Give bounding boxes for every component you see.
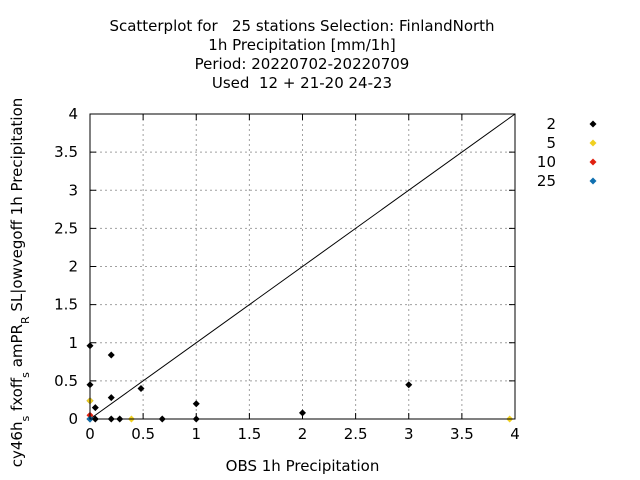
x-tick-label: 3.5 <box>450 425 474 443</box>
x-tick-label: 1 <box>191 425 201 443</box>
legend-marker <box>589 139 597 147</box>
data-point <box>405 381 413 389</box>
chart-title-line-4: Used 12 + 21-20 24-23 <box>211 74 393 92</box>
legend-label: 25 <box>537 172 556 190</box>
legend-marker <box>589 120 597 128</box>
axis-ticks: 0 0.5 1 1.5 2 2.5 3 3.5 4 0 0.5 1 1.5 2 2.5 3 3.5 4 <box>54 105 520 443</box>
data-point <box>91 404 99 412</box>
chart-title-line-2: 1h Precipitation [mm/1h] <box>208 36 396 54</box>
y-axis-label: cy46hs fxoffs amPRR SL|owvegoff 1h Preci… <box>8 98 32 468</box>
legend-marker <box>589 177 597 185</box>
data-point <box>299 409 306 417</box>
legend-label: 5 <box>546 134 556 152</box>
diagonal-line-group <box>89 113 516 420</box>
x-tick-label: 2 <box>298 425 308 443</box>
diagonal-line <box>89 113 516 420</box>
y-tick-label: 3 <box>68 181 78 199</box>
x-tick-label: 4 <box>510 425 520 443</box>
x-tick-label: 3 <box>404 425 414 443</box>
y-tick-label: 0.5 <box>54 372 78 390</box>
chart-title: Scatterplot for 25 stations Selection: F… <box>90 17 514 93</box>
y-tick-label: 3.5 <box>54 143 78 161</box>
data-point <box>107 394 115 402</box>
x-tick-label: 0.5 <box>131 425 155 443</box>
legend-label: 10 <box>537 153 556 171</box>
grid-lines <box>90 114 515 419</box>
legend-marker <box>589 158 597 166</box>
data-point <box>137 385 145 392</box>
x-axis-label: OBS 1h Precipitation <box>226 457 380 475</box>
x-tick-label: 1.5 <box>237 425 261 443</box>
y-tick-label: 2.5 <box>54 219 78 237</box>
chart-title-line-3: Period: 20220702-20220709 <box>194 55 410 73</box>
x-tick-label: 2.5 <box>344 425 368 443</box>
data-points <box>86 342 514 423</box>
y-tick-label: 2 <box>68 258 78 276</box>
legend-label: 2 <box>546 115 556 133</box>
data-point <box>107 351 115 359</box>
y-tick-label: 1 <box>68 334 78 352</box>
x-tick-label: 0 <box>85 425 95 443</box>
y-tick-label: 4 <box>68 105 78 123</box>
y-tick-label: 1.5 <box>54 296 78 314</box>
plot-frame <box>89 113 516 420</box>
y-tick-label: 0 <box>68 410 78 428</box>
data-point <box>192 400 200 408</box>
chart-title-line-1: Scatterplot for 25 stations Selection: F… <box>109 17 495 35</box>
